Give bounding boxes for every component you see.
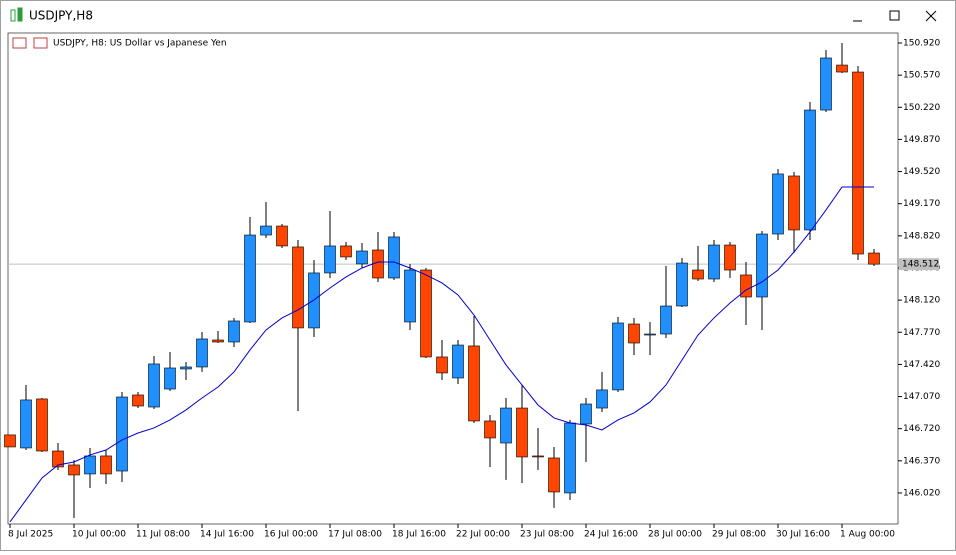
candle-body bbox=[420, 269, 432, 358]
x-tick-label: 16 Jul 00:00 bbox=[264, 530, 318, 540]
candle-body bbox=[836, 64, 848, 73]
candle-body bbox=[436, 356, 448, 374]
candle-body bbox=[804, 109, 816, 231]
y-tick-label: 146.370 bbox=[903, 456, 940, 466]
candle-body bbox=[500, 407, 512, 444]
y-tick-label: 150.920 bbox=[903, 39, 940, 49]
candle-body bbox=[100, 455, 112, 475]
candle-body bbox=[164, 367, 176, 390]
y-tick-label: 147.770 bbox=[903, 328, 940, 338]
candle-body bbox=[868, 252, 880, 265]
x-tick-label: 1 Aug 00:00 bbox=[840, 530, 895, 540]
y-tick-label: 149.520 bbox=[903, 167, 940, 177]
candle-body bbox=[84, 455, 96, 475]
y-tick-label: 150.220 bbox=[903, 103, 940, 113]
candle-body bbox=[260, 225, 272, 236]
candle-body bbox=[148, 363, 160, 408]
window-icon bbox=[10, 7, 23, 22]
candle-body bbox=[740, 274, 752, 298]
close-button[interactable] bbox=[925, 10, 937, 22]
x-tick-label: 24 Jul 16:00 bbox=[584, 530, 638, 540]
x-tick-label: 22 Jul 00:00 bbox=[456, 530, 510, 540]
moving-average-line bbox=[9, 186, 874, 523]
candle-body bbox=[340, 245, 352, 258]
candle-body bbox=[52, 450, 64, 468]
candle-body bbox=[548, 457, 560, 493]
y-tick-label: 146.020 bbox=[903, 488, 940, 498]
candle-body bbox=[4, 434, 16, 448]
candle-body bbox=[628, 323, 640, 344]
x-tick-label: 29 Jul 08:00 bbox=[712, 530, 766, 540]
y-tick-label: 148.820 bbox=[903, 231, 940, 241]
candle-body bbox=[212, 339, 224, 343]
candle-body bbox=[660, 305, 672, 335]
x-tick-label: 28 Jul 00:00 bbox=[648, 530, 702, 540]
candle-body bbox=[228, 320, 240, 343]
y-tick-label: 150.570 bbox=[903, 71, 940, 81]
candle-body bbox=[692, 269, 704, 280]
candle-body bbox=[244, 234, 256, 323]
candle-body bbox=[116, 396, 128, 472]
candle-body bbox=[452, 344, 464, 379]
candle-body bbox=[324, 245, 336, 274]
current-price-label: 148.512 bbox=[902, 260, 939, 270]
candle-body bbox=[756, 233, 768, 298]
y-tick-label: 149.170 bbox=[903, 199, 940, 209]
candle-body bbox=[564, 422, 576, 494]
current-price-box bbox=[899, 258, 939, 271]
candle-body bbox=[20, 399, 32, 449]
x-tick-label: 23 Jul 08:00 bbox=[520, 530, 574, 540]
y-tick-label: 149.870 bbox=[903, 135, 940, 145]
candle-body bbox=[132, 394, 144, 407]
chart-title: USDJPY, H8: US Dollar vs Japanese Yen bbox=[53, 39, 227, 49]
candle-body bbox=[388, 236, 400, 279]
x-tick-label: 18 Jul 16:00 bbox=[392, 530, 446, 540]
candle-body bbox=[532, 455, 544, 458]
y-tick-label: 147.420 bbox=[903, 360, 940, 370]
x-tick-label: 11 Jul 08:00 bbox=[136, 530, 190, 540]
y-tick-label: 147.070 bbox=[903, 392, 940, 402]
candle-body bbox=[788, 175, 800, 231]
candle-body bbox=[612, 322, 624, 391]
maximize-button[interactable] bbox=[889, 10, 900, 21]
candle-body bbox=[724, 244, 736, 271]
candle-body bbox=[36, 398, 48, 452]
chart-header-icons bbox=[12, 37, 48, 49]
candle-body bbox=[292, 246, 304, 329]
candle-body bbox=[484, 420, 496, 439]
candle-body bbox=[676, 262, 688, 307]
candle-body bbox=[372, 249, 384, 279]
candle-body bbox=[644, 333, 656, 336]
candle-body bbox=[820, 57, 832, 111]
candle-body bbox=[580, 403, 592, 425]
window-title: USDJPY,H8 bbox=[29, 9, 93, 23]
candle-body bbox=[276, 225, 288, 247]
y-tick-label: 148.120 bbox=[903, 296, 940, 306]
candle-body bbox=[180, 366, 192, 370]
x-tick-label: 14 Jul 16:00 bbox=[200, 530, 254, 540]
candle-body bbox=[708, 244, 720, 280]
y-tick-label: 146.720 bbox=[903, 424, 940, 434]
candle-body bbox=[68, 464, 80, 476]
x-tick-label: 8 Jul 2025 bbox=[8, 530, 53, 540]
x-tick-label: 17 Jul 08:00 bbox=[328, 530, 382, 540]
candle-body bbox=[852, 71, 864, 255]
x-tick-label: 30 Jul 16:00 bbox=[776, 530, 830, 540]
candle-body bbox=[596, 389, 608, 409]
x-tick-label: 10 Jul 00:00 bbox=[72, 530, 126, 540]
candle-body bbox=[196, 338, 208, 368]
candle-body bbox=[772, 173, 784, 235]
candle-body bbox=[356, 250, 368, 265]
candle-body bbox=[468, 345, 480, 422]
candle-body bbox=[404, 269, 416, 323]
candle-body bbox=[516, 407, 528, 458]
